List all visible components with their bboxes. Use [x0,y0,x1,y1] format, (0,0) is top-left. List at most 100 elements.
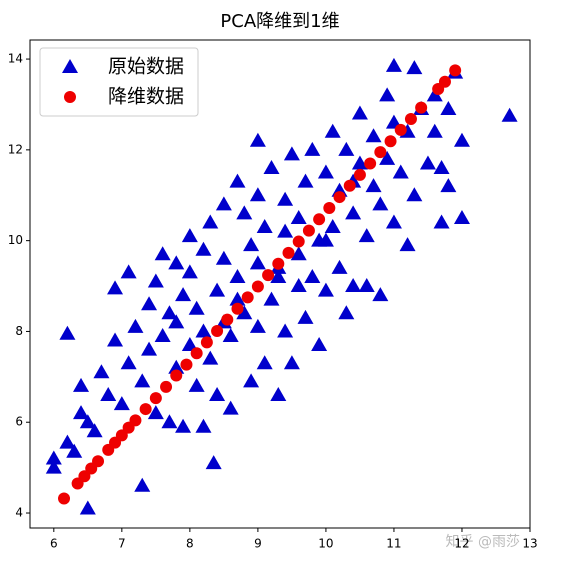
triangle-point [100,386,117,401]
triangle-point [270,386,287,401]
legend-marker [62,59,78,73]
triangle-point [256,219,273,234]
triangle-point [168,255,185,270]
triangle-point [358,228,375,243]
triangle-point [256,355,273,370]
triangle-point [195,241,212,256]
triangle-point [45,450,62,465]
triangle-point [290,278,307,293]
triangle-point [433,160,450,175]
circle-point [115,429,128,442]
triangle-point [107,332,124,347]
triangle-point [181,264,198,279]
triangle-point [290,209,307,224]
triangle-point [195,323,212,338]
triangle-point [147,405,164,420]
x-tick-label: 6 [50,537,58,551]
triangle-point [453,132,470,147]
triangle-point [249,187,266,202]
triangle-point [181,337,198,352]
triangle-point [372,196,389,211]
triangle-point [351,155,368,170]
triangle-point [134,477,151,492]
legend-label: 降维数据 [108,86,184,108]
triangle-point [426,87,443,102]
x-tick-label: 13 [522,537,537,551]
triangle-point [277,323,294,338]
x-tick-label: 11 [386,537,401,551]
triangle-point [249,318,266,333]
triangle-point [440,178,457,193]
triangle-point [161,414,178,429]
triangle-point [433,214,450,229]
triangle-point [304,268,321,283]
triangle-point [331,259,348,274]
triangle-point [168,359,185,374]
triangle-point [188,300,205,315]
triangle-point [379,87,396,102]
triangle-point [120,264,137,279]
triangle-point [209,386,226,401]
triangle-point [79,500,96,515]
triangle-point [86,423,103,438]
circle-point [404,112,417,125]
circle-point [170,369,183,382]
chart-title: PCA降维到1维 [220,11,339,32]
triangle-point [154,327,171,342]
triangle-point [345,205,362,220]
y-tick-label: 8 [15,324,23,338]
x-tick-label: 8 [186,537,194,551]
triangle-point [406,187,423,202]
triangle-point [73,405,90,420]
triangle-point [406,60,423,75]
triangle-point [147,273,164,288]
triangle-point [209,282,226,297]
triangle-point [419,155,436,170]
triangle-point [304,141,321,156]
circle-point [221,313,234,326]
triangle-point [399,237,416,252]
triangle-point [311,337,328,352]
circle-point [211,324,224,337]
circle-point [200,336,213,349]
triangle-point [365,178,382,193]
triangle-point [107,280,124,295]
circle-point [333,191,346,204]
triangle-point [358,278,375,293]
triangle-point [195,418,212,433]
triangle-point [283,355,300,370]
x-tick-label: 12 [454,537,469,551]
triangle-point [120,355,137,370]
legend-box [39,47,199,117]
circle-point [92,455,105,468]
triangle-point [365,128,382,143]
plot-area [29,39,531,529]
y-tick-label: 14 [8,52,23,66]
triangle-point [270,268,287,283]
triangle-point [324,123,341,138]
triangle-point [229,268,246,283]
triangle-point [59,325,76,340]
y-tick-label: 4 [15,506,23,520]
circle-point [449,64,462,77]
triangle-point [154,246,171,261]
triangle-point [202,214,219,229]
circle-point [180,358,193,371]
y-tick-label: 12 [8,142,23,156]
triangle-point [392,164,409,179]
triangle-point [297,309,314,324]
triangle-point [93,364,110,379]
triangle-point [338,141,355,156]
circle-point [374,146,387,159]
legend-label: 原始数据 [108,56,184,78]
triangle-point [45,459,62,474]
triangle-point [426,123,443,138]
circle-point [415,101,428,114]
triangle-point [345,278,362,293]
triangle-point [175,418,192,433]
circle-point [323,201,336,214]
triangle-point [205,455,222,470]
circle-point [364,157,377,170]
triangle-point [249,132,266,147]
triangle-point [351,105,368,120]
